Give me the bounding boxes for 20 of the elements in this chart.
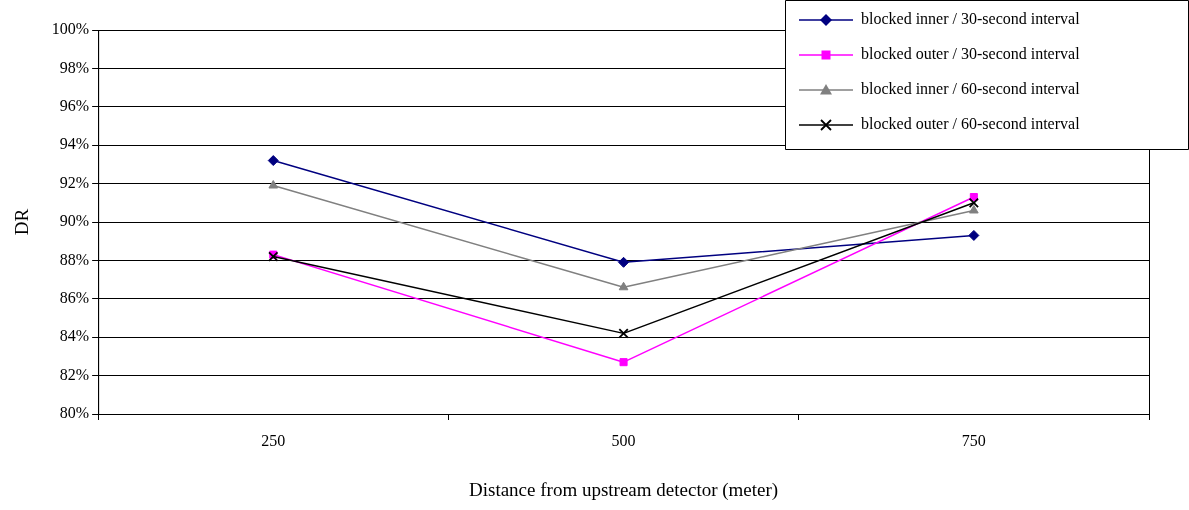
- y-axis-title: DR: [11, 208, 33, 236]
- x-axis-title: Distance from upstream detector (meter): [468, 478, 779, 501]
- y-tick-label: 82%: [59, 365, 90, 383]
- y-tick-label: 86%: [59, 289, 90, 306]
- legend-label: blocked outer / 60-second interval: [861, 115, 1081, 133]
- y-tick-label: 88%: [59, 250, 90, 268]
- legend-label: blocked outer / 30-second interval: [861, 45, 1081, 63]
- legend-label: blocked inner / 30-second interval: [861, 10, 1081, 28]
- y-tick-label: 94%: [59, 135, 90, 153]
- y-tick-label: 84%: [59, 327, 90, 345]
- y-tick-label: 96%: [59, 97, 90, 114]
- x-tick-label: 750: [961, 431, 986, 449]
- legend-label: blocked inner / 60-second interval: [861, 80, 1081, 98]
- y-tick-label: 80%: [59, 404, 90, 422]
- x-tick-label: 250: [261, 431, 286, 449]
- y-tick-label: 100%: [51, 20, 90, 38]
- y-tick-label: 90%: [59, 212, 90, 230]
- y-tick-label: 92%: [59, 173, 90, 191]
- x-tick-label: 500: [611, 431, 636, 449]
- y-tick-label: 98%: [59, 58, 90, 76]
